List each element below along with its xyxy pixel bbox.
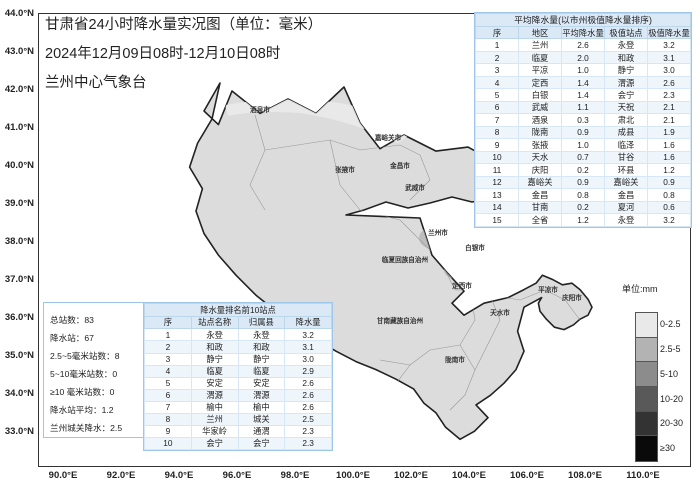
svg-text:嘉峪关市: 嘉峪关市 bbox=[374, 133, 402, 142]
svg-text:酒泉市: 酒泉市 bbox=[250, 105, 270, 114]
svg-text:甘南藏族自治州: 甘南藏族自治州 bbox=[377, 316, 424, 325]
svg-text:武威市: 武威市 bbox=[405, 183, 425, 192]
svg-text:庆阳市: 庆阳市 bbox=[561, 293, 582, 302]
svg-text:兰州市: 兰州市 bbox=[428, 228, 448, 237]
svg-text:天水市: 天水市 bbox=[490, 308, 510, 317]
svg-text:陇南市: 陇南市 bbox=[445, 355, 465, 364]
svg-text:张掖市: 张掖市 bbox=[335, 165, 355, 174]
svg-text:临夏回族自治州: 临夏回族自治州 bbox=[382, 255, 429, 264]
svg-text:白银市: 白银市 bbox=[465, 243, 485, 252]
svg-text:平凉市: 平凉市 bbox=[538, 285, 558, 294]
svg-text:金昌市: 金昌市 bbox=[389, 161, 410, 170]
svg-text:定西市: 定西市 bbox=[452, 281, 472, 290]
